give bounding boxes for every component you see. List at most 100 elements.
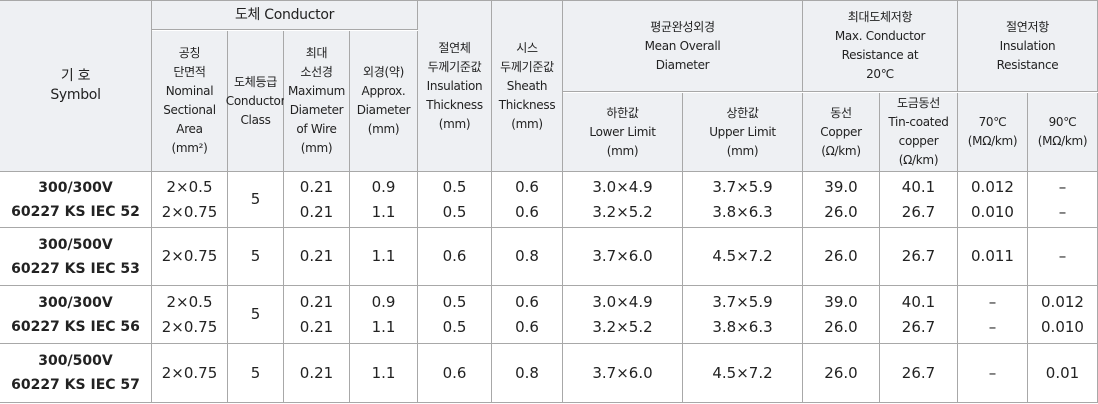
data-cell: 2×0.5 2×0.75 bbox=[152, 286, 228, 344]
cell-text: 5 bbox=[250, 190, 261, 208]
data-cell: 5 bbox=[228, 172, 284, 228]
header-text: 90℃ bbox=[1048, 115, 1077, 129]
cell-text: 3.2×5.2 bbox=[592, 317, 653, 336]
header-text: Upper Limit bbox=[709, 124, 776, 139]
cell-text: 26.0 bbox=[824, 247, 858, 265]
header-cell: 기 호 Symbol bbox=[0, 1, 152, 172]
data-cell: 3.7×6.0 bbox=[563, 344, 683, 403]
cell-text: 26.7 bbox=[901, 202, 936, 221]
data-cell: 2×0.75 bbox=[152, 344, 228, 403]
header-text: Resistance bbox=[996, 57, 1059, 72]
header-text: 소선경 bbox=[300, 65, 333, 79]
header-text: 20℃ bbox=[866, 67, 894, 81]
header-text: 하한값 bbox=[606, 105, 639, 120]
cell-text: 4.5×7.2 bbox=[712, 247, 773, 265]
header-text: Thickness bbox=[426, 97, 483, 112]
cell-text: 0.21 bbox=[299, 363, 334, 382]
cell-text: 5 bbox=[250, 363, 261, 382]
cell-text: 26.0 bbox=[824, 317, 858, 336]
cell-text: 2×0.75 bbox=[161, 363, 218, 382]
header-text: 두께기준값 bbox=[427, 59, 482, 74]
data-cell: 4.5×7.2 bbox=[683, 344, 803, 403]
cell-text: 0.21 bbox=[299, 317, 334, 336]
cell-text: – bbox=[988, 317, 997, 336]
header-text: Mean Overall bbox=[644, 38, 721, 53]
data-cell: 0.6 0.6 bbox=[492, 286, 563, 344]
cell-text: 40.1 bbox=[901, 292, 936, 311]
header-cell: 도금동선 Tin-coated copper (Ω/km) bbox=[880, 93, 958, 172]
data-cell: 26.0 bbox=[803, 228, 880, 286]
cell-text: 0.21 bbox=[299, 202, 334, 221]
header-text: 상한값 bbox=[726, 105, 759, 120]
header-text: Resistance at bbox=[841, 48, 919, 62]
cell-text: 0.012 bbox=[1041, 292, 1084, 311]
cell-text: 0.6 bbox=[515, 177, 539, 196]
header-text: 도금동선 bbox=[897, 96, 940, 110]
cell-text: 0.6 bbox=[515, 317, 539, 336]
header-text: 도체등급 bbox=[234, 74, 277, 89]
header-text: Area bbox=[176, 122, 203, 136]
cell-text: 0.9 bbox=[371, 292, 396, 311]
cell-text: 0.9 bbox=[371, 177, 396, 196]
header-text: Conductor bbox=[225, 93, 286, 108]
header-text: Thickness bbox=[498, 97, 556, 112]
header-text: Maximum bbox=[287, 84, 346, 98]
cell-text: 0.012 bbox=[971, 177, 1014, 196]
cell-text: 5 bbox=[250, 305, 261, 323]
cell-text: 0.21 bbox=[299, 292, 334, 311]
data-cell: 0.012 0.010 bbox=[1028, 286, 1098, 344]
data-cell: 1.1 bbox=[350, 228, 418, 286]
cell-text: – bbox=[988, 363, 997, 382]
data-cell: 0.9 1.1 bbox=[350, 172, 418, 228]
header-cell: 최대도체저항 Max. Conductor Resistance at 20℃ bbox=[803, 1, 958, 92]
data-cell: 3.0×4.9 3.2×5.2 bbox=[563, 286, 683, 344]
header-text: Symbol bbox=[50, 87, 101, 103]
cell-text: 39.0 bbox=[824, 177, 858, 196]
data-cell: 0.21 0.21 bbox=[284, 286, 350, 344]
data-cell: 3.0×4.9 3.2×5.2 bbox=[563, 172, 683, 228]
data-cell: 0.01 bbox=[1028, 344, 1098, 403]
header-text: Approx. bbox=[361, 84, 406, 98]
cell-text: 0.6 bbox=[515, 202, 539, 221]
header-text: Sectional bbox=[163, 103, 216, 117]
header-cell: 최대 소선경 Maximum Diameter of Wire (mm) bbox=[284, 31, 350, 172]
data-cell: 0.21 0.21 bbox=[284, 172, 350, 228]
cell-text: 0.010 bbox=[1041, 317, 1084, 336]
cell-text: 3.2×5.2 bbox=[592, 202, 653, 221]
header-cell: 공칭 단면적 Nominal Sectional Area (mm²) bbox=[152, 31, 228, 172]
symbol-text: 300/500V bbox=[38, 236, 113, 253]
data-cell: – bbox=[1028, 228, 1098, 286]
header-text: Lower Limit bbox=[589, 124, 656, 139]
data-cell: 3.7×5.9 3.8×6.3 bbox=[683, 286, 803, 344]
data-cell: 0.5 0.5 bbox=[418, 172, 492, 228]
data-cell: 0.011 bbox=[958, 228, 1028, 286]
cell-text: – bbox=[1058, 177, 1067, 196]
header-text: Diameter bbox=[289, 103, 344, 117]
data-cell: 3.7×5.9 3.8×6.3 bbox=[683, 172, 803, 228]
cell-text: 2×0.75 bbox=[161, 202, 218, 221]
data-cell: 3.7×6.0 bbox=[563, 228, 683, 286]
cell-text: 2×0.5 bbox=[166, 177, 213, 196]
data-cell: 40.1 26.7 bbox=[880, 172, 958, 228]
table-border bbox=[0, 0, 1098, 1]
header-text: 동선 bbox=[830, 105, 852, 120]
header-text: copper bbox=[898, 134, 939, 148]
header-text: 기 호 bbox=[60, 68, 91, 84]
header-text: 절연저항 bbox=[1006, 19, 1049, 34]
header-text: (mm²) bbox=[171, 141, 208, 155]
data-cell: 0.6 0.6 bbox=[492, 172, 563, 228]
header-cell: 70℃ (MΩ/km) bbox=[958, 93, 1028, 172]
cell-text: 0.5 bbox=[442, 317, 467, 336]
cell-text: 1.1 bbox=[371, 317, 396, 336]
cell-text: 0.5 bbox=[442, 177, 467, 196]
cell-text: 0.5 bbox=[442, 292, 467, 311]
header-text: Copper bbox=[820, 124, 862, 139]
header-text: (mm) bbox=[726, 143, 759, 158]
header-text: Diameter bbox=[356, 103, 411, 117]
cell-text: 0.010 bbox=[971, 202, 1014, 221]
symbol-text: 300/500V bbox=[38, 353, 113, 369]
data-cell: 0.5 0.5 bbox=[418, 286, 492, 344]
header-text: (Ω/km) bbox=[821, 143, 861, 158]
data-cell: 0.8 bbox=[492, 344, 563, 403]
